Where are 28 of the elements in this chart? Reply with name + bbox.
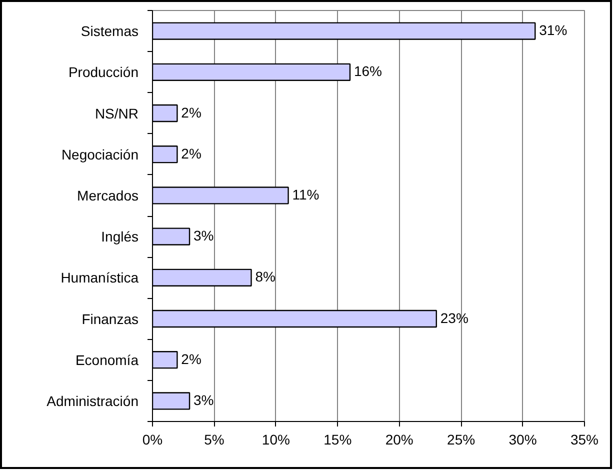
data-label: 2%	[181, 350, 202, 367]
data-label: 3%	[194, 228, 214, 244]
y-tick-label: NS/NR	[94, 105, 139, 122]
y-tick-label: Sistemas	[80, 23, 139, 40]
x-tick-label: 5%	[204, 432, 224, 448]
y-tick-label: Mercados	[77, 187, 138, 204]
data-label: 2%	[181, 145, 202, 162]
x-tick-label: 25%	[447, 432, 476, 448]
data-label: 3%	[194, 392, 214, 408]
x-tick-label: 20%	[385, 432, 414, 448]
data-label: 31%	[539, 22, 568, 38]
x-tick-label: 35%	[570, 432, 599, 448]
x-tick-label: 15%	[324, 432, 352, 448]
x-tick-label: 10%	[262, 432, 290, 448]
y-tick-label: Finanzas	[82, 310, 139, 327]
x-tick-label: 30%	[508, 432, 537, 448]
y-tick-label: Humanística	[60, 270, 139, 286]
data-label: 8%	[255, 268, 276, 285]
data-label: 2%	[181, 104, 202, 120]
y-tick-label: Administración	[46, 392, 139, 409]
data-label: 23%	[440, 310, 468, 326]
data-label: 11%	[292, 186, 320, 202]
x-tick-label: 0%	[142, 432, 163, 448]
y-tick-label: Producción	[68, 64, 139, 80]
data-label: 16%	[354, 63, 382, 80]
y-tick-label: Negociación	[61, 146, 139, 162]
y-tick-label: Economía	[75, 352, 139, 368]
y-tick-label: Inglés	[101, 228, 138, 245]
